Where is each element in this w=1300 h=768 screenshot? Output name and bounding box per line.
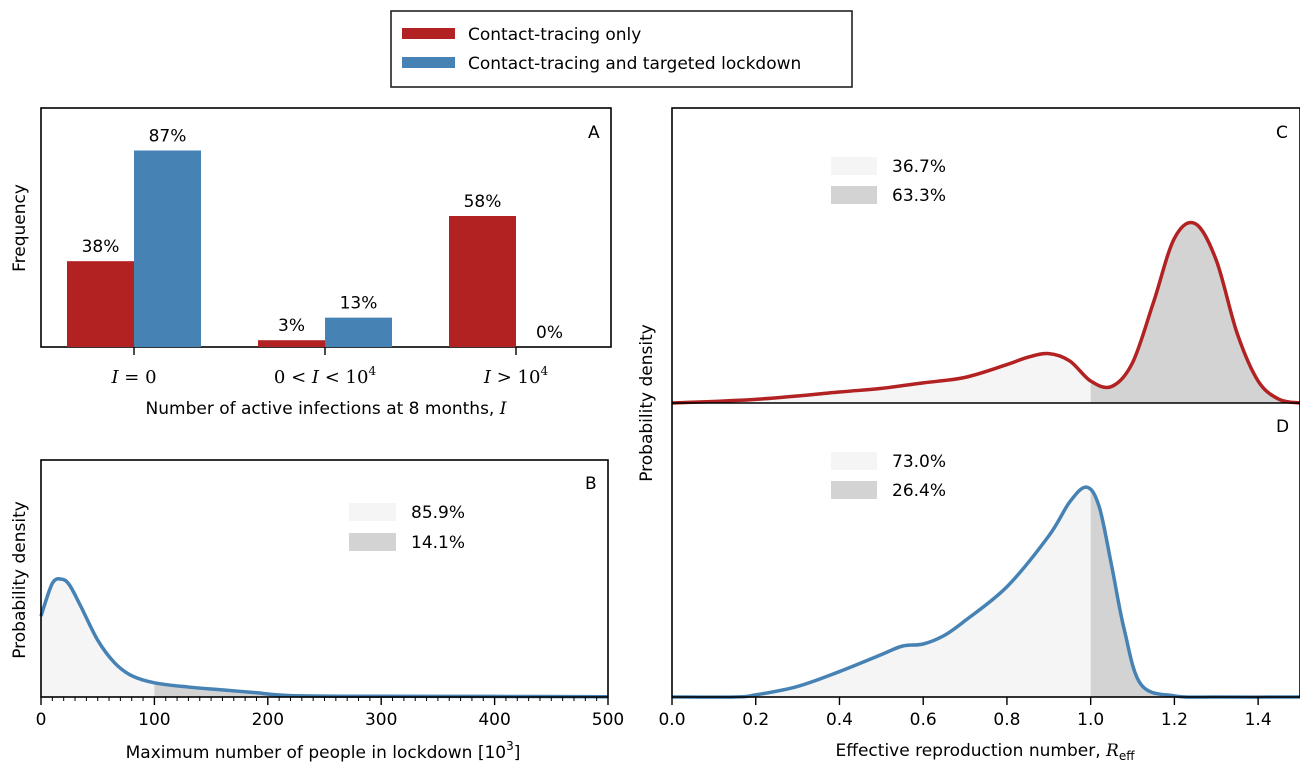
panel-a-bar-label-0-2: 58% (464, 192, 502, 212)
panel-d-xtick-label-0: 0.0 (658, 710, 685, 730)
panel-b-xticks: 0 100 200 300 400 500 (36, 697, 624, 730)
panel-a-bar-ct-lockdown-1 (325, 317, 392, 347)
panel-d-xtick-label-6: 1.2 (1161, 710, 1188, 730)
panel-a-xtick-label-0: I = 0 (110, 367, 156, 388)
panel-b-letter: B (585, 474, 597, 494)
legend-swatch-ct-lockdown (402, 57, 455, 68)
panel-c-share-above: 63.3% (892, 186, 946, 206)
panel-b-share-swatch-above (349, 533, 396, 551)
panel-d-share-above: 26.4% (892, 481, 946, 501)
legend-label-ct-only: Contact-tracing only (468, 25, 641, 45)
panel-b-share-swatch-below (349, 503, 396, 521)
panel-a-bar-label-1-0: 87% (149, 127, 187, 147)
panel-c-share-swatch-above (831, 186, 877, 204)
panel-b-fill-below-threshold (41, 578, 155, 697)
panel-a-bar-ct-lockdown-0 (134, 150, 201, 347)
panel-d-share-below: 73.0% (892, 452, 946, 472)
panel-c-share-swatch-below (831, 157, 877, 175)
panel-a-bar-label-0-1: 3% (278, 316, 305, 336)
panel-d-density-line (671, 485, 1300, 699)
panel-b-share-above: 14.1% (411, 533, 465, 553)
panel-d-share-swatch-below (831, 452, 877, 470)
panel-c-curve (671, 220, 1300, 405)
panel-a-bar-ct-only-2 (449, 216, 516, 347)
panel-a-bar-ct-only-1 (258, 340, 325, 347)
panel-a-xlabel: Number of active infections at 8 months,… (146, 399, 507, 419)
panel-b-xtick-label-1: 100 (138, 710, 170, 730)
panel-a-xticks: I = 0 0 < I < 104 I > 104 (110, 347, 548, 388)
panel-b-share-below: 85.9% (411, 503, 465, 523)
panel-a-xtick-label-2: I > 104 (483, 364, 549, 388)
panel-a-xtick-label-1: 0 < I < 104 (274, 364, 377, 388)
panel-c-letter: C (1276, 123, 1288, 143)
panel-c-share-below: 36.7% (892, 157, 946, 177)
panel-a-bar-label-0-0: 38% (82, 237, 120, 257)
panel-d-xtick-label-1: 0.2 (742, 710, 769, 730)
panel-d-xtick-label-4: 0.8 (993, 710, 1020, 730)
panel-a-bar-chart: A Frequency 38% 3% 58% 87% 13% 0% I = 0 0 < I… (10, 107, 612, 419)
panel-b-xtick-label-0: 0 (36, 710, 47, 730)
panel-b-xtick-label-5: 500 (592, 710, 624, 730)
panel-b-density: B 85.9% 14.1% Probability density 0 100 20… (10, 459, 624, 763)
panel-d-xtick-label-5: 1.0 (1077, 710, 1104, 730)
panel-d-xtick-label-2: 0.4 (826, 710, 853, 730)
panel-a-bars: 38% 3% 58% 87% 13% 0% (67, 127, 563, 347)
panel-c-density-line (671, 220, 1300, 405)
panel-d-letter: D (1276, 417, 1289, 437)
panel-c-density: C 36.7% 63.3% (671, 123, 1300, 405)
panel-d-xlabel: Effective reproduction number, Reff (836, 741, 1136, 763)
panel-d-fill-above-threshold (1090, 487, 1300, 697)
panel-b-xtick-label-2: 200 (252, 710, 284, 730)
panel-a-letter: A (588, 123, 600, 143)
panel-c-fill-above-threshold (1090, 222, 1300, 403)
legend-label-ct-lockdown: Contact-tracing and targeted lockdown (468, 54, 801, 74)
panel-b-fill-above-threshold (154, 578, 608, 697)
panel-d-xtick-label-7: 1.4 (1245, 710, 1272, 730)
panel-a-ylabel: Frequency (10, 184, 30, 272)
panel-b-xtick-label-3: 300 (365, 710, 397, 730)
panel-a-bar-label-1-1: 13% (340, 294, 378, 314)
panel-cd-ylabel: Probability density (637, 324, 657, 482)
panel-d-xticks: 0.0 0.2 0.4 0.6 0.8 1.0 1.2 1.4 (658, 697, 1272, 730)
panel-d-fill-below-threshold (672, 487, 1091, 697)
panel-b-xlabel: Maximum number of people in lockdown [10… (126, 739, 521, 763)
panel-b-ylabel: Probability density (10, 501, 30, 659)
panel-d-xtick-label-3: 0.6 (910, 710, 937, 730)
panel-d-share-swatch-above (831, 481, 877, 499)
legend: Contact-tracing only Contact-tracing and… (390, 10, 853, 88)
panel-a-bar-ct-only-0 (67, 261, 134, 347)
panel-b-frame (40, 459, 609, 698)
panel-b-xtick-label-4: 400 (478, 710, 510, 730)
panel-d-density: D 73.0% 26.4% 0.0 0.2 0.4 0.6 0.8 1.0 1.2 1.4 (658, 417, 1300, 730)
panel-a-bar-label-1-2: 0% (536, 323, 563, 343)
panel-c-fill-below-threshold (672, 222, 1091, 403)
legend-swatch-ct-only (402, 28, 455, 39)
panel-b-curve (39, 577, 609, 699)
panel-d-curve (671, 485, 1300, 699)
